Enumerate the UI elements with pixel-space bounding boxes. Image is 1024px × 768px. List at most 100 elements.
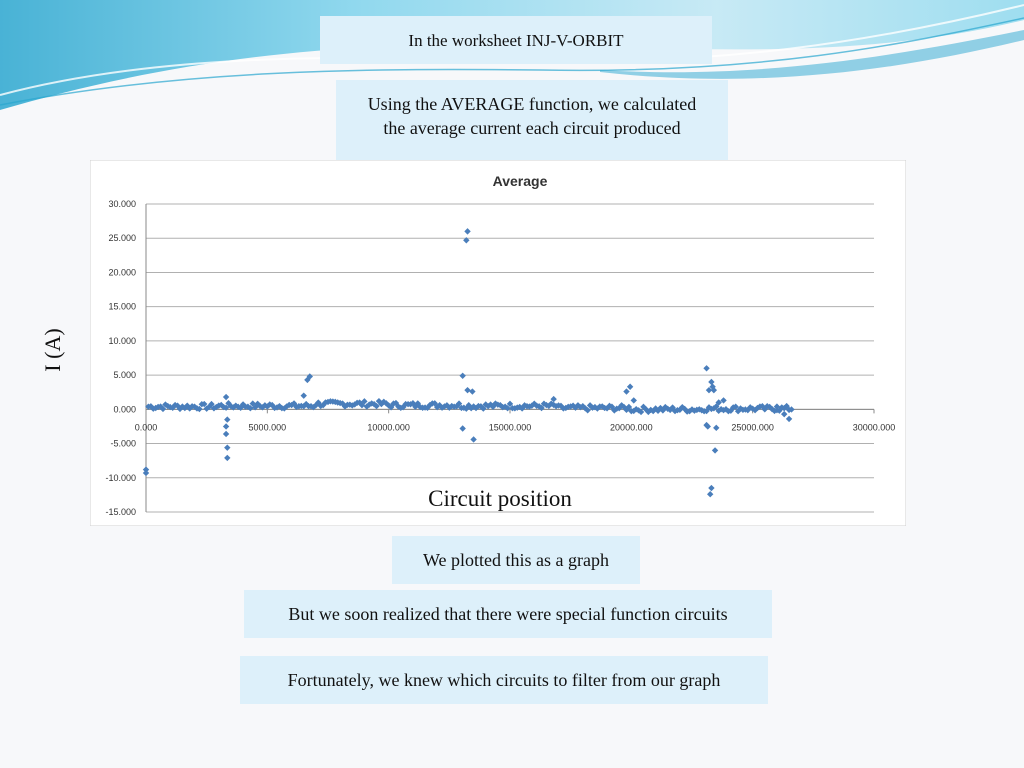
- data-point: [707, 491, 714, 498]
- average-description-line-1: Using the AVERAGE function, we calculate…: [367, 94, 697, 114]
- y-tick-label: 20.000: [108, 267, 136, 277]
- data-point: [781, 404, 788, 412]
- data-point: [676, 406, 684, 413]
- x-tick-label: 15000.000: [489, 422, 532, 432]
- data-point: [224, 454, 231, 462]
- data-point: [705, 386, 713, 394]
- data-point: [361, 398, 368, 405]
- data-point: [713, 403, 720, 410]
- y-tick-label: 25.000: [108, 233, 136, 243]
- data-point: [516, 403, 523, 411]
- data-point: [535, 403, 543, 410]
- data-point: [159, 405, 167, 413]
- data-point: [715, 399, 722, 406]
- y-tick-label: -10.000: [105, 473, 136, 483]
- data-point: [208, 400, 215, 408]
- data-point: [637, 408, 645, 416]
- special-circuits-text: But we soon realized that there were spe…: [288, 604, 728, 624]
- filter-textbox: Fortunately, we knew which circuits to f…: [240, 656, 768, 704]
- filter-text: Fortunately, we knew which circuits to f…: [287, 670, 721, 690]
- data-point: [224, 444, 231, 451]
- data-point: [290, 400, 298, 407]
- data-point: [708, 378, 715, 386]
- data-point: [761, 406, 768, 413]
- average-description-textbox: Using the AVERAGE function, we calculate…: [336, 80, 728, 160]
- data-point: [463, 237, 470, 244]
- data-point: [642, 406, 650, 413]
- data-point: [550, 401, 557, 409]
- y-tick-label: -15.000: [105, 507, 136, 517]
- y-tick-label: 15.000: [108, 302, 136, 312]
- data-point: [210, 405, 218, 412]
- data-point: [711, 447, 719, 454]
- data-point: [630, 397, 637, 404]
- data-point: [781, 410, 788, 418]
- data-point: [373, 402, 380, 410]
- data-point: [339, 400, 346, 407]
- data-point: [370, 400, 378, 408]
- data-point: [459, 425, 466, 432]
- data-point: [635, 407, 642, 414]
- data-point: [671, 407, 679, 415]
- data-point: [768, 405, 776, 413]
- data-point: [632, 405, 640, 413]
- y-axis-label: I (A): [40, 328, 65, 372]
- slide-header-textbox: In the worksheet INJ-V-ORBIT: [320, 16, 712, 64]
- data-point: [574, 402, 582, 409]
- y-tick-label: 0.000: [113, 404, 136, 414]
- data-point: [623, 388, 630, 395]
- y-tick-label: 5.000: [113, 370, 136, 380]
- data-point: [383, 400, 390, 407]
- data-point: [247, 405, 254, 412]
- data-point: [300, 392, 307, 399]
- x-tick-label: 25000.000: [731, 422, 774, 432]
- data-point: [623, 406, 630, 414]
- data-point: [599, 403, 606, 410]
- data-point: [696, 406, 703, 413]
- data-point: [222, 393, 230, 401]
- data-point: [157, 403, 164, 410]
- data-point: [545, 402, 553, 410]
- data-point: [579, 402, 586, 410]
- data-point: [222, 423, 230, 430]
- y-tick-label: 30.000: [108, 199, 136, 209]
- data-point: [310, 404, 317, 411]
- x-tick-label: 20000.000: [610, 422, 653, 432]
- data-point: [480, 405, 487, 412]
- data-point: [626, 383, 634, 390]
- y-tick-label: 10.000: [108, 336, 136, 346]
- data-point: [176, 405, 184, 413]
- data-point: [704, 423, 711, 430]
- data-point: [666, 406, 674, 414]
- data-point: [616, 404, 623, 412]
- special-circuits-textbox: But we soon realized that there were spe…: [244, 590, 772, 638]
- chart-background: [90, 160, 906, 526]
- data-point: [713, 424, 720, 432]
- data-point: [584, 407, 591, 414]
- data-point: [681, 405, 688, 413]
- data-point: [506, 400, 514, 408]
- data-point: [518, 405, 526, 412]
- data-point: [664, 405, 671, 412]
- x-axis-label: Circuit position: [428, 486, 572, 511]
- data-point: [196, 405, 203, 413]
- data-point: [469, 388, 476, 395]
- data-point: [657, 404, 664, 412]
- data-point: [526, 403, 533, 410]
- data-point: [181, 404, 189, 412]
- data-point: [703, 365, 710, 372]
- data-point: [606, 402, 613, 410]
- data-point: [594, 405, 601, 412]
- data-point: [732, 403, 739, 410]
- data-point: [652, 405, 659, 412]
- chart-title: Average: [493, 173, 548, 189]
- data-point: [191, 403, 198, 410]
- average-description-line-2: the average current each circuit produce…: [383, 118, 681, 138]
- x-tick-label: 10000.000: [367, 422, 410, 432]
- data-point: [645, 408, 652, 416]
- data-point: [788, 406, 795, 413]
- slide-header-text: In the worksheet INJ-V-ORBIT: [408, 31, 624, 50]
- data-point: [464, 386, 471, 394]
- data-point: [715, 407, 722, 415]
- x-tick-label: 5000.000: [249, 422, 287, 432]
